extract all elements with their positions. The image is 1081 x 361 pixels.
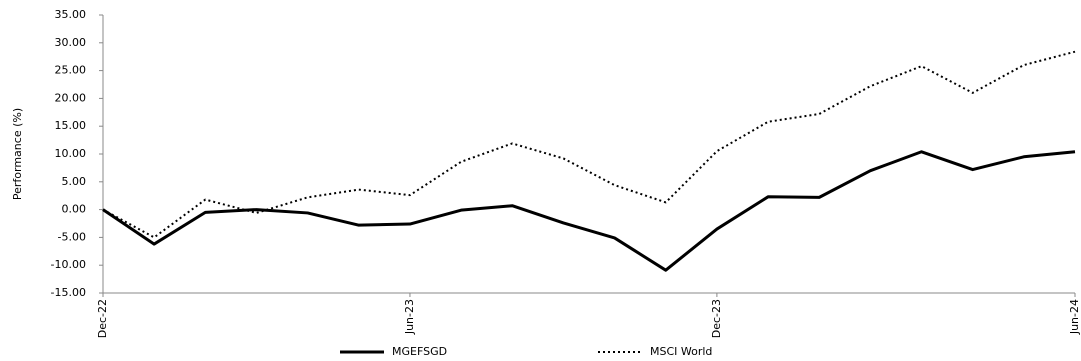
y-tick-label: 35.00 — [55, 8, 87, 21]
y-tick-label: 10.00 — [55, 147, 87, 160]
y-tick-label: -15.00 — [51, 286, 86, 299]
y-tick-label: 15.00 — [55, 119, 87, 132]
y-axis-label: Performance (%) — [11, 108, 24, 200]
y-tick-label: -5.00 — [58, 230, 86, 243]
y-tick-label: 5.00 — [62, 175, 87, 188]
y-tick-label: 0.00 — [62, 203, 87, 216]
series-line — [102, 150, 1076, 272]
y-tick-label: -10.00 — [51, 258, 86, 271]
x-tick-label: Dec-23 — [710, 299, 723, 338]
legend-label: MGEFSGD — [392, 345, 447, 358]
y-tick-label: 20.00 — [55, 91, 87, 104]
x-tick-label: Dec-22 — [96, 299, 109, 338]
legend-label: MSCI World — [650, 345, 712, 358]
y-tick-label: 25.00 — [55, 64, 87, 77]
x-tick-label: Jun-23 — [403, 299, 416, 335]
y-tick-label: 30.00 — [55, 36, 87, 49]
x-tick-label: Jun-24 — [1068, 299, 1081, 335]
